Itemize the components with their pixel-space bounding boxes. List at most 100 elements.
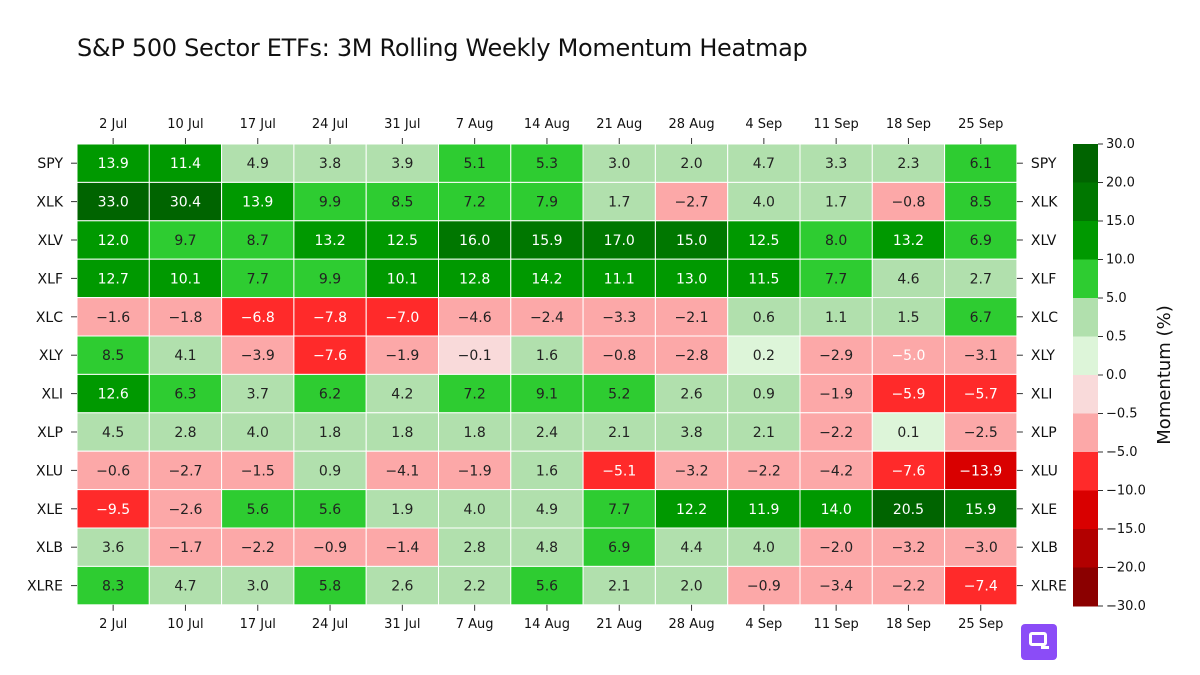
cell-value-label: 2.1 — [753, 425, 775, 441]
cell-value-label: 2.8 — [464, 540, 486, 556]
cell-value-label: −3.0 — [964, 540, 998, 556]
cell-value-label: 4.1 — [174, 348, 196, 364]
heatmap-cell — [510, 297, 584, 337]
cell-value-label: −7.6 — [891, 463, 925, 479]
cell-value-label: −5.1 — [602, 463, 636, 479]
colorbar-tick-label: −20.0 — [1106, 561, 1146, 576]
colorbar-tick-label: −10.0 — [1106, 484, 1146, 499]
cell-value-label: 3.8 — [319, 156, 341, 172]
cell-value-label: −7.4 — [964, 579, 998, 595]
heatmap-cell — [438, 565, 512, 606]
y-tick-label-right: XLI — [1031, 387, 1053, 403]
heatmap-cell — [438, 297, 512, 337]
heatmap-cell — [293, 181, 367, 222]
x-tick-label-bottom: 11 Sep — [814, 617, 859, 632]
cell-value-label: −3.2 — [675, 463, 709, 479]
cell-value-label: −7.8 — [313, 310, 347, 326]
cell-value-label: 14.0 — [821, 502, 852, 518]
heatmap-cell — [727, 489, 801, 529]
cell-value-label: 14.2 — [531, 271, 562, 287]
heatmap-cell — [293, 297, 367, 337]
heatmap-cell — [221, 450, 295, 491]
y-tick-label-left: XLC — [36, 310, 63, 326]
heatmap-cell — [944, 412, 1018, 452]
cell-value-label: −2.9 — [819, 348, 853, 364]
cell-value-label: −1.8 — [168, 310, 202, 326]
cell-value-label: 4.9 — [247, 156, 269, 172]
cell-value-label: 8.3 — [102, 579, 124, 595]
colorbar-segment — [1073, 144, 1098, 183]
heatmap-cell — [221, 412, 295, 452]
heatmap-cell — [654, 373, 729, 414]
cell-value-label: 11.5 — [748, 271, 779, 287]
x-tick-label-top: 11 Sep — [814, 117, 859, 132]
cell-value-label: 2.6 — [680, 387, 702, 403]
x-tick-label-bottom: 25 Sep — [958, 617, 1003, 632]
heatmap-cell — [799, 489, 873, 529]
cell-value-label: 6.7 — [970, 310, 992, 326]
colorbar-tick-label: −0.5 — [1106, 407, 1138, 422]
colorbar-segment — [1073, 259, 1098, 299]
x-tick-label-bottom: 14 Aug — [524, 617, 570, 632]
heatmap-cell — [799, 258, 873, 299]
y-tick-label-right: XLU — [1031, 463, 1058, 479]
cell-value-label: 4.0 — [753, 540, 775, 556]
cell-value-label: 6.9 — [970, 233, 992, 249]
heatmap-cell — [727, 297, 801, 337]
cell-value-label: 9.9 — [319, 195, 341, 211]
cell-value-label: 3.3 — [825, 156, 847, 172]
cell-value-label: −4.1 — [385, 463, 419, 479]
x-tick-label-bottom: 10 Jul — [167, 617, 203, 632]
heatmap-cell — [654, 489, 729, 529]
cell-value-label: 8.5 — [391, 195, 413, 211]
y-tick-label-right: XLE — [1031, 502, 1057, 518]
y-tick-label-left: SPY — [37, 156, 63, 172]
cell-value-label: 1.8 — [319, 425, 341, 441]
cell-value-label: −1.9 — [458, 463, 492, 479]
heatmap-cell — [293, 373, 367, 414]
heatmap-cell — [944, 220, 1018, 260]
colorbar-segment — [1073, 298, 1098, 337]
colorbar-tick-label: 20.0 — [1106, 176, 1135, 191]
y-axis-right: SPY XLK XLV XLF XLC XLY XLI XLP XLU XLE XLB XLRE — [1016, 156, 1067, 595]
heatmap-cell — [438, 258, 512, 299]
heatmap-cell — [510, 565, 584, 606]
cell-value-label: 4.7 — [753, 156, 775, 172]
cell-value-label: −0.8 — [891, 195, 925, 211]
y-tick-label-right: XLF — [1031, 271, 1056, 287]
cell-value-label: −2.6 — [168, 502, 202, 518]
y-tick-label-right: XLB — [1031, 540, 1058, 556]
cell-value-label: −0.9 — [313, 540, 347, 556]
heatmap-cell — [510, 373, 584, 414]
heatmap-cell — [654, 143, 729, 183]
heatmap-cell — [871, 181, 946, 222]
cell-value-label: −9.5 — [96, 502, 130, 518]
y-tick-label-left: XLE — [37, 502, 63, 518]
heatmap-cell — [365, 412, 440, 452]
colorbar-tick-label: 0.5 — [1106, 330, 1127, 345]
cell-value-label: 8.5 — [102, 348, 124, 364]
x-tick-label-top: 28 Aug — [669, 117, 715, 132]
colorbar-segment — [1073, 490, 1098, 530]
cell-value-label: 3.6 — [102, 540, 124, 556]
heatmap-cell — [293, 489, 367, 529]
cell-value-label: 12.2 — [676, 502, 707, 518]
heatmap-cell — [365, 181, 440, 222]
cell-value-label: 13.0 — [676, 271, 707, 287]
heatmap-cell — [510, 258, 584, 299]
colorbar-tick-label: −5.0 — [1106, 445, 1138, 460]
x-tick-label-top: 31 Jul — [384, 117, 420, 132]
cell-value-label: −5.9 — [891, 387, 925, 403]
heatmap-cell — [438, 489, 512, 529]
cell-value-label: 12.6 — [98, 387, 129, 403]
cell-value-label: −3.4 — [819, 579, 853, 595]
cell-value-label: 12.5 — [748, 233, 779, 249]
cell-value-label: 8.7 — [247, 233, 269, 249]
heatmap-cell — [944, 335, 1018, 375]
cell-value-label: 0.6 — [753, 310, 775, 326]
colorbar-tick-label: 5.0 — [1106, 291, 1127, 306]
heatmap-cell — [365, 565, 440, 606]
colorbar-tick-label: 10.0 — [1106, 253, 1135, 268]
cell-value-label: 1.6 — [536, 463, 558, 479]
cell-value-label: 12.5 — [387, 233, 418, 249]
